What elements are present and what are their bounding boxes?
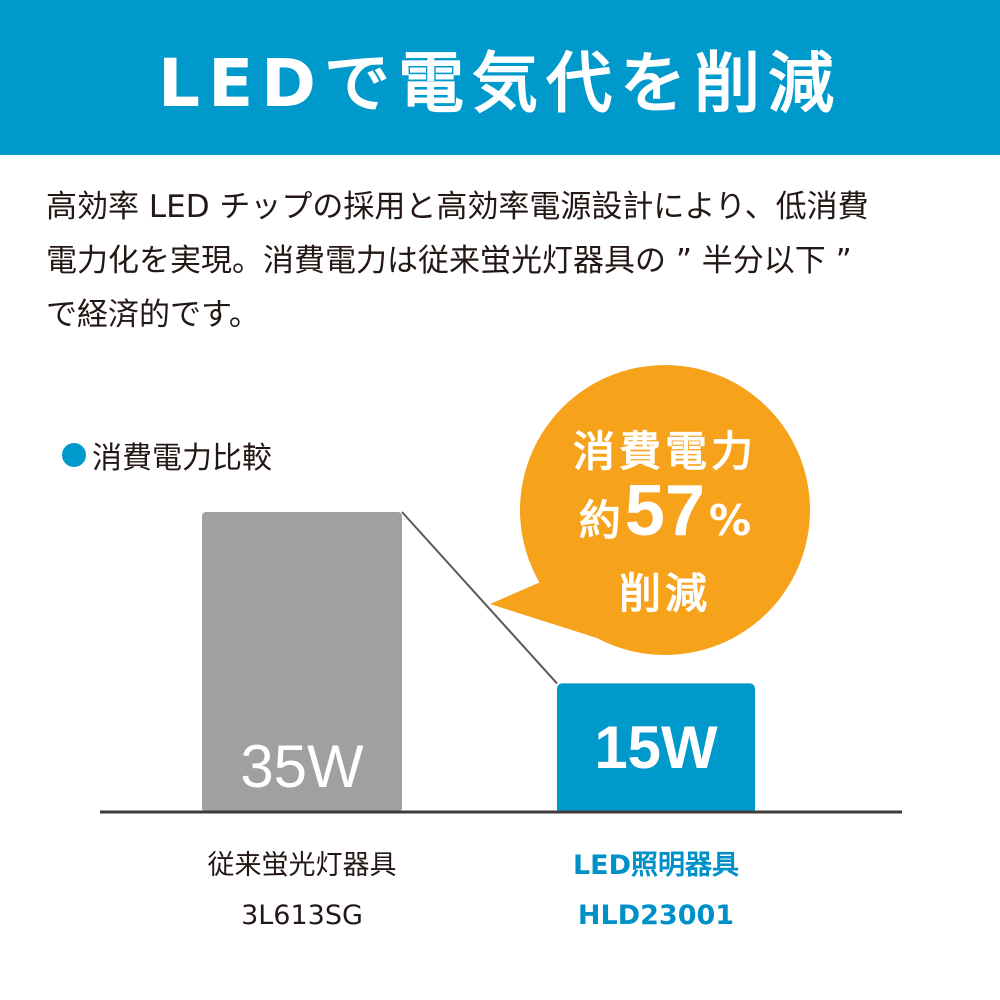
legend-label: 消費電力比較 bbox=[92, 441, 272, 476]
category-label-led: LED照明器具 bbox=[572, 850, 740, 881]
model-label-conventional: 3L613SG bbox=[241, 900, 363, 931]
bar-value-label-conventional: 35W bbox=[240, 733, 364, 800]
chart-legend: 消費電力比較 bbox=[62, 433, 272, 477]
page-title: LEDで電気代を削減 bbox=[158, 44, 842, 122]
badge-unit: % bbox=[709, 496, 752, 545]
badge-line3: 削減 bbox=[618, 569, 711, 618]
category-label-conventional: 従来蛍光灯器具 bbox=[207, 850, 397, 881]
model-label-led: HLD23001 bbox=[577, 900, 735, 931]
header-banner: LEDで電気代を削減 bbox=[0, 0, 1000, 155]
intro-line: で経済的です。 bbox=[46, 297, 260, 333]
intro-text: 高効率 LED チップの採用と高効率電源設計により、低消費 電力化を実現。消費電… bbox=[46, 180, 956, 342]
badge-prefix: 約 bbox=[578, 496, 621, 545]
bar-led bbox=[557, 683, 755, 812]
intro-line: 電力化を実現。消費電力は従来蛍光灯器具の ” 半分以下 ” bbox=[46, 243, 852, 279]
badge-number: 57 bbox=[624, 471, 705, 551]
intro-line: 高効率 LED チップの採用と高効率電源設計により、低消費 bbox=[46, 189, 869, 225]
bar-conventional bbox=[202, 512, 402, 812]
bar-value-label-led: 15W bbox=[594, 713, 718, 781]
badge-line1: 消費電力 bbox=[572, 427, 757, 476]
badge-bubble bbox=[490, 365, 810, 655]
connector-line bbox=[401, 511, 558, 685]
legend-dot-icon bbox=[62, 443, 86, 467]
badge-line2: 約 57 % bbox=[545, 470, 785, 551]
